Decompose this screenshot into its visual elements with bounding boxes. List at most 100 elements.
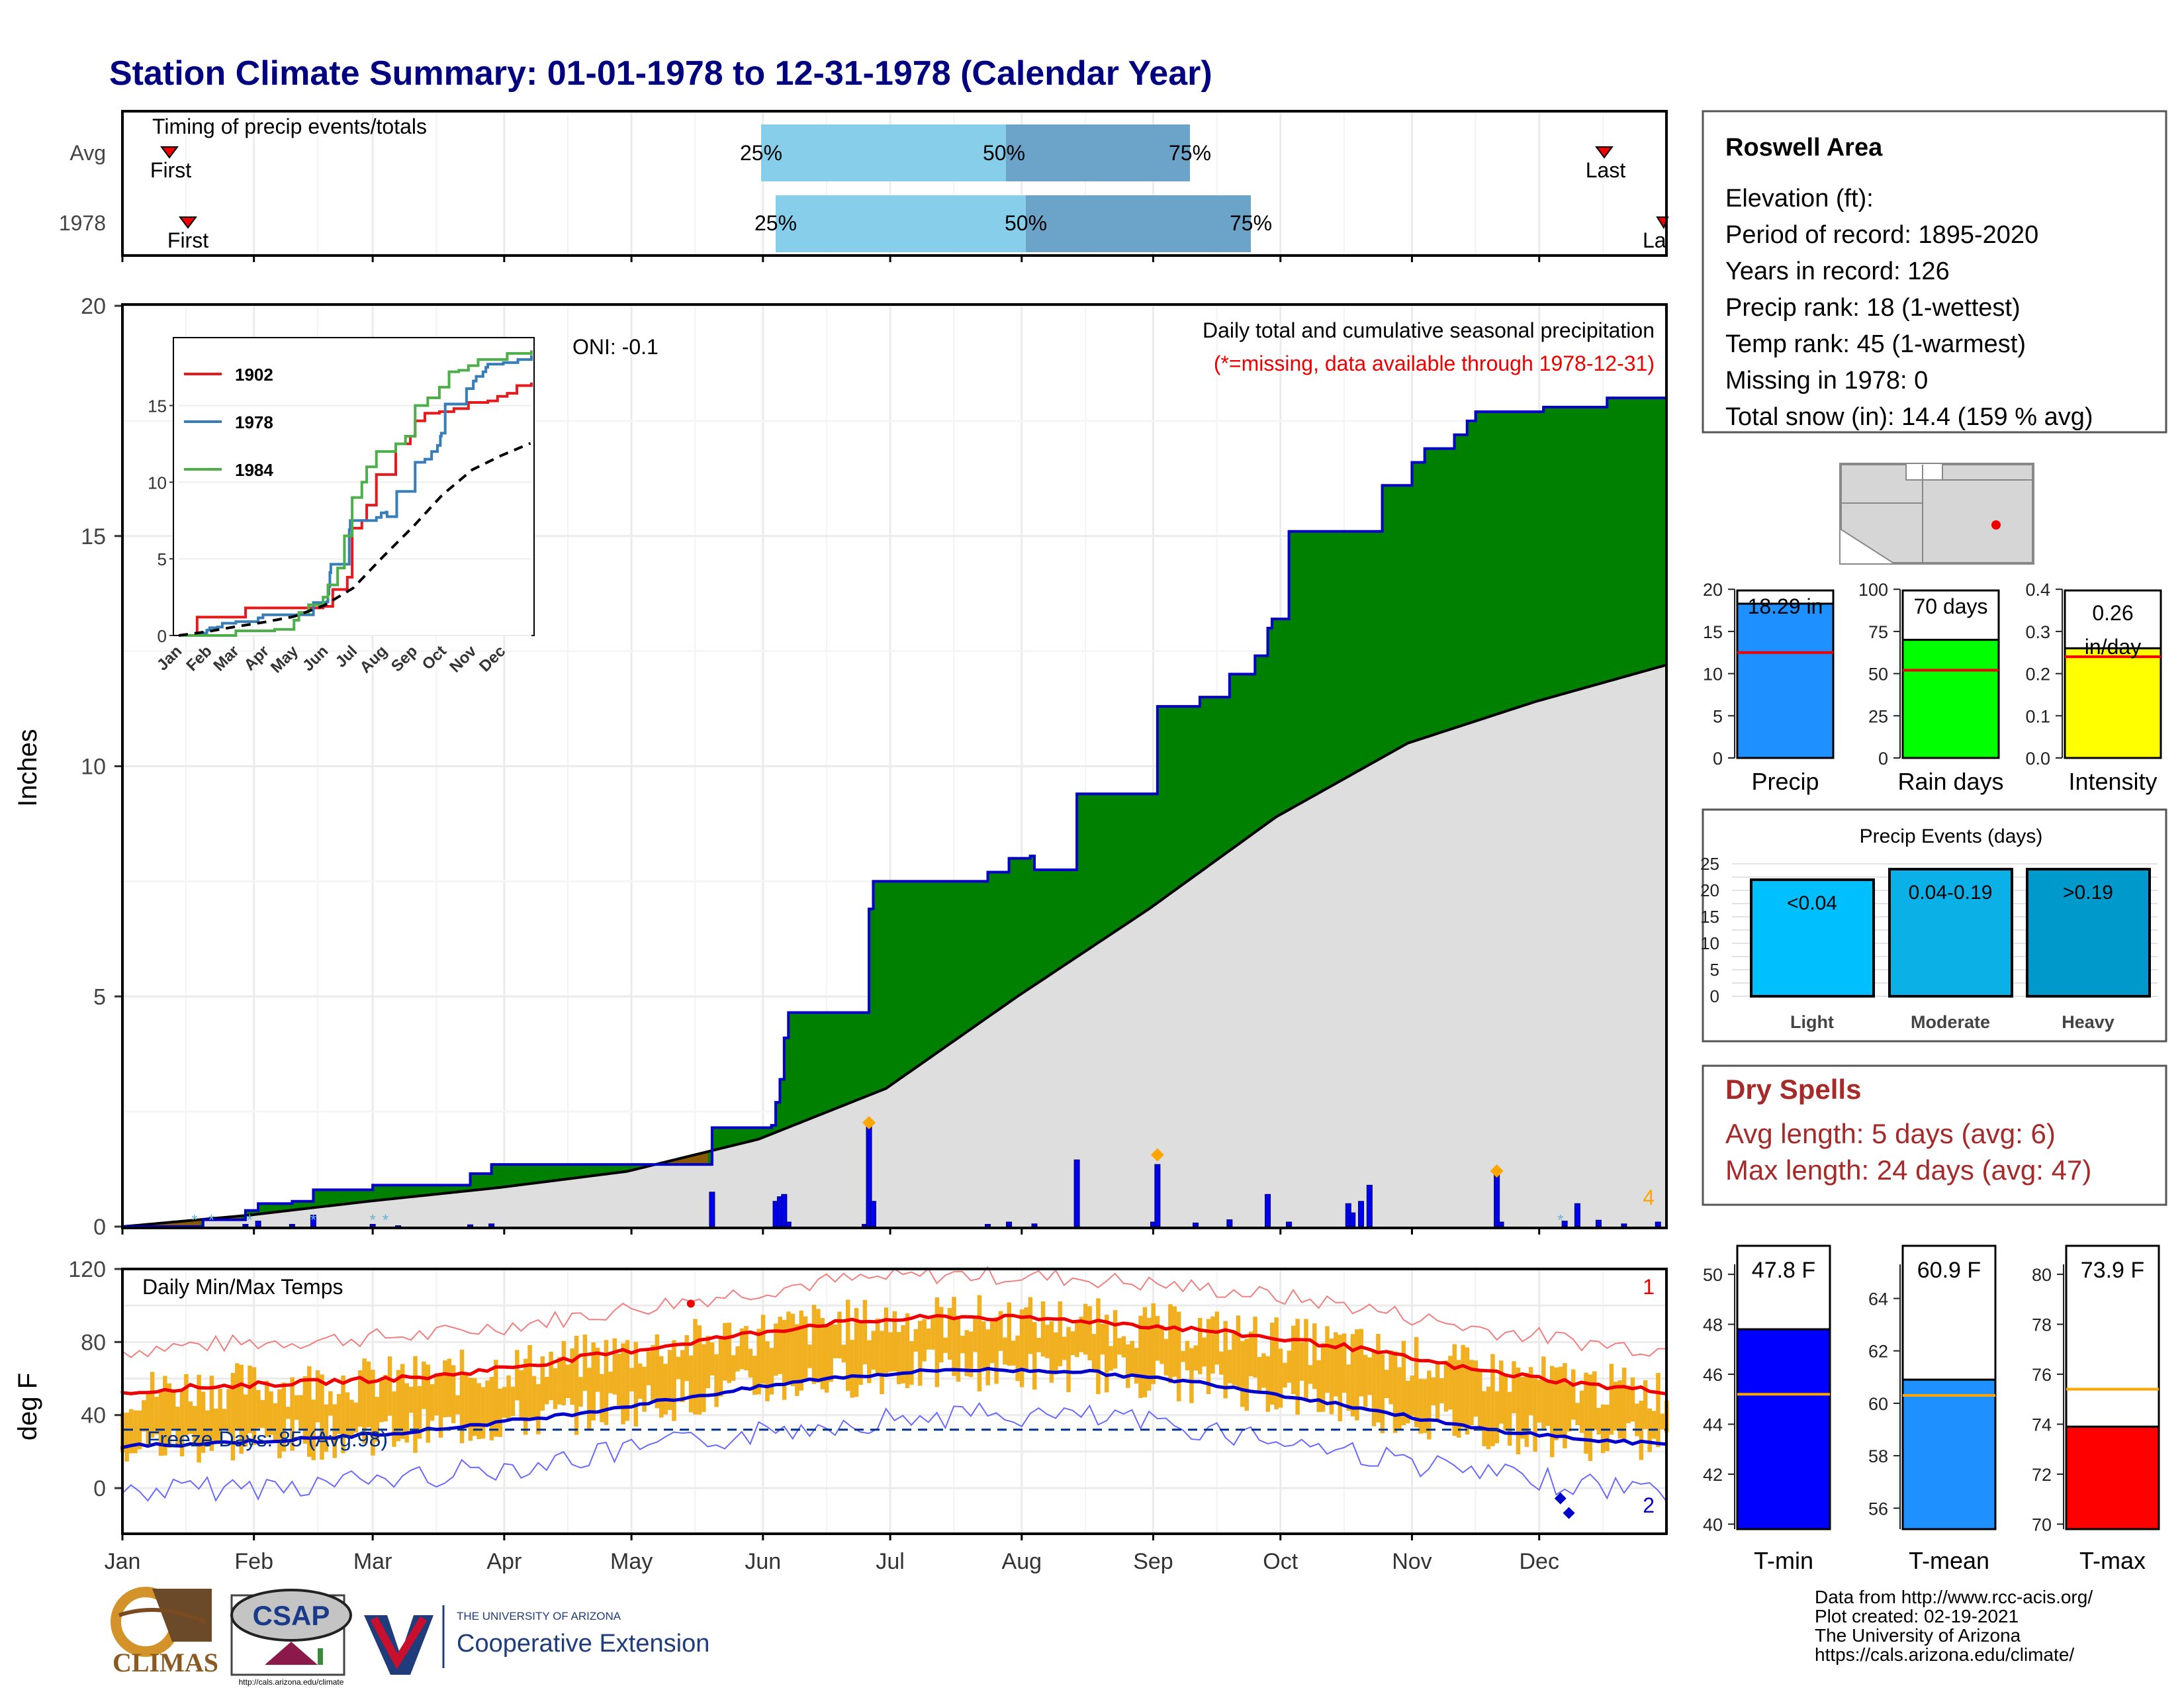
- climas-logo: CLIMAS: [111, 1587, 218, 1677]
- daily-temp-bar: [1223, 1321, 1228, 1399]
- daily-temp-bar: [1388, 1350, 1393, 1405]
- daily-temp-bar: [1214, 1311, 1220, 1365]
- daily-temp-bar: [1516, 1367, 1521, 1454]
- daily-temp-bar: [1147, 1317, 1152, 1391]
- events-ytick: 10: [1700, 933, 1719, 953]
- daily-temp-bar: [1384, 1370, 1389, 1399]
- temp-bar-tmax-bar: [2065, 1425, 2160, 1530]
- mini-rain_days-tick: 50: [1868, 665, 1888, 684]
- daily-temp-bar: [302, 1376, 308, 1444]
- daily-temp-bar: [1626, 1385, 1631, 1424]
- daily-temp-bar: [1227, 1350, 1232, 1383]
- record-high-marker: [686, 1299, 695, 1308]
- snow-marker: *: [208, 1211, 214, 1229]
- daily-temp-bar: [214, 1408, 218, 1443]
- daily-temp-bar: [408, 1386, 414, 1413]
- daily-temp-bar: [1028, 1297, 1033, 1354]
- mini-rain_days-label: Rain days: [1897, 768, 2003, 795]
- events-category-label: Moderate: [1911, 1012, 1990, 1032]
- daily-temp-bar: [1202, 1337, 1206, 1367]
- daily-temp-bar: [1278, 1348, 1283, 1408]
- daily-temp-bar: [964, 1330, 969, 1376]
- daily-temp-bar: [829, 1323, 833, 1382]
- daily-temp-bar: [218, 1388, 222, 1441]
- mini-precip-tick: 20: [1703, 580, 1723, 600]
- daily-temp-bar: [905, 1313, 910, 1388]
- daily-temp-bar: [824, 1326, 829, 1393]
- daily-temp-bar: [1142, 1307, 1148, 1397]
- daily-temp-bar: [341, 1376, 345, 1454]
- daily-temp-bar: [1575, 1403, 1580, 1426]
- daily-temp-bar: [179, 1391, 185, 1457]
- daily-temp-bar: [1312, 1323, 1317, 1389]
- mini-intensity-tick: 0.2: [2025, 665, 2050, 684]
- daily-temp-bar: [731, 1355, 736, 1381]
- daily-temp-bar: [820, 1317, 825, 1389]
- avg-25-50-box: [761, 124, 1006, 181]
- daily-temp-bar: [1570, 1369, 1576, 1420]
- y1978-first-marker: [179, 216, 197, 229]
- daily-temp-bar: [799, 1310, 803, 1391]
- mini-rain_days-bar: [1901, 639, 2000, 759]
- daily-temp-bar: [672, 1340, 676, 1421]
- daily-temp-bar: [816, 1309, 821, 1383]
- mini-rain_days-value: 70 days: [1913, 594, 1987, 618]
- daily-precip-bar: [289, 1224, 295, 1227]
- daily-temp-bar: [184, 1374, 189, 1436]
- avg-p75: 75%: [1169, 141, 1211, 165]
- daily-temp-bar: [769, 1348, 774, 1395]
- daily-temp-bar: [154, 1397, 159, 1435]
- daily-temp-bar: [1096, 1298, 1101, 1395]
- inset-line-1984: [179, 350, 533, 637]
- daily-temp-bar: [349, 1399, 354, 1436]
- daily-temp-bar: [527, 1344, 532, 1418]
- daily-temp-bar: [320, 1374, 324, 1460]
- daily-temp-bar: [1465, 1347, 1470, 1435]
- daily-precip-bar: [1595, 1219, 1602, 1227]
- daily-temp-bar: [1070, 1331, 1075, 1356]
- daily-temp-bar: [901, 1325, 905, 1383]
- daily-temp-bar: [281, 1382, 287, 1452]
- daily-precip-bar: [1366, 1184, 1373, 1227]
- daily-temp-bar: [1011, 1340, 1016, 1366]
- daily-temp-bar: [778, 1317, 782, 1374]
- daily-temp-bar: [1418, 1378, 1423, 1434]
- daily-temp-bar: [536, 1383, 541, 1434]
- daily-temp-bar: [756, 1329, 761, 1395]
- daily-temp-bar: [1172, 1306, 1177, 1377]
- csap-text: CSAP: [253, 1600, 330, 1631]
- record-high-line: [122, 1266, 1667, 1358]
- y1978-p75: 75%: [1230, 211, 1272, 235]
- daily-temp-bar: [128, 1409, 134, 1454]
- month-label-dec: Dec: [1519, 1549, 1559, 1574]
- mini-precip-tick: 5: [1713, 706, 1723, 726]
- daily-temp-bar: [1007, 1302, 1012, 1366]
- month-label-sep: Sep: [1133, 1549, 1173, 1574]
- daily-temp-bar: [1019, 1309, 1024, 1387]
- daily-temp-bar: [171, 1390, 176, 1429]
- footer-credits: Data from http://www.rcc-acis.org/ Plot …: [1815, 1587, 2093, 1665]
- daily-temp-bar: [862, 1299, 868, 1364]
- precip-ylabel: Inches: [13, 729, 42, 807]
- daily-temp-bar: [298, 1395, 303, 1430]
- daily-temp-bar: [1456, 1360, 1461, 1438]
- daily-temp-bar: [922, 1319, 927, 1362]
- daily-temp-bar: [248, 1365, 252, 1433]
- daily-temp-bar: [1291, 1325, 1296, 1395]
- inset-average-line: [178, 442, 531, 637]
- daily-temp-bar: [1537, 1380, 1542, 1423]
- mini-rain_days-tick: 0: [1878, 749, 1888, 769]
- temp-bar-tmean-tick: 60: [1868, 1394, 1888, 1414]
- daily-temp-bar: [931, 1318, 935, 1350]
- temp-bar-tmax-tick: 76: [2032, 1365, 2052, 1385]
- daily-temp-bar: [366, 1361, 371, 1428]
- info-period: Period of record: 1895-2020: [1725, 221, 2038, 249]
- daily-temp-bar: [480, 1387, 486, 1439]
- footer-line-4: https://cals.arizona.edu/climate/: [1815, 1644, 2074, 1665]
- daily-temp-bar: [934, 1297, 940, 1387]
- daily-temp-bar: [1609, 1364, 1614, 1435]
- daily-temp-bar: [1490, 1354, 1495, 1446]
- daily-temp-bar: [336, 1393, 341, 1434]
- mini-intensity-tick: 0.4: [2025, 580, 2050, 600]
- daily-precip-bar: [1031, 1223, 1038, 1227]
